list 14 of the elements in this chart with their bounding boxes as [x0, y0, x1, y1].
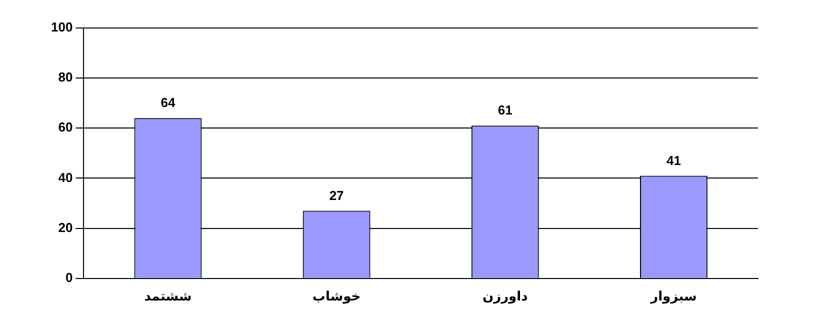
data-label: 64: [160, 95, 176, 110]
y-tick-label: 20: [58, 220, 73, 235]
y-tick-label: 100: [50, 20, 73, 35]
y-tick-label: 40: [58, 170, 73, 185]
x-tick-label: ششتمد: [144, 290, 192, 305]
data-label: 27: [329, 188, 344, 203]
y-tick-label: 0: [65, 270, 73, 285]
y-tick-label: 80: [58, 70, 73, 85]
x-tick-label: خوشاب: [312, 290, 361, 305]
x-tick-label: سبزوار: [650, 290, 697, 305]
data-label: 41: [666, 152, 681, 168]
y-tick-label: 60: [58, 120, 73, 135]
x-tick-label: داورزن: [482, 290, 528, 305]
data-label: 61: [498, 102, 512, 118]
